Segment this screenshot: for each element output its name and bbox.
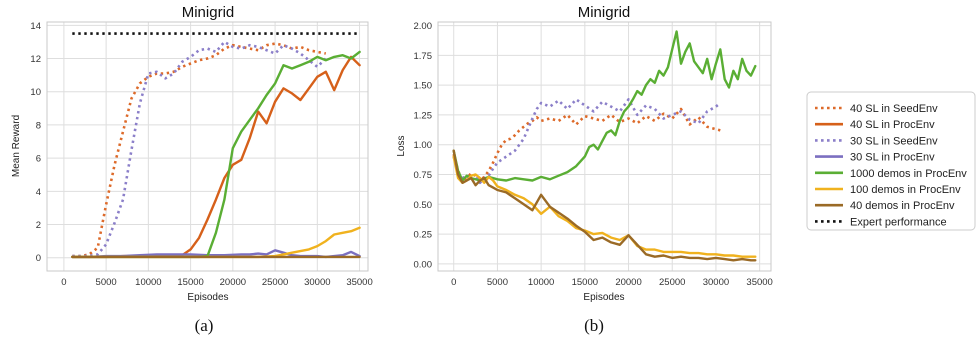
legend-items: 40 SL in SeedEnv 40 SL in ProcEnv 30 SL in… <box>815 103 967 228</box>
panel-b-title: Minigrid <box>578 4 631 21</box>
legend-label: 40 SL in ProcEnv <box>850 119 935 131</box>
panel-b-ytick-label: 1.50 <box>414 81 433 92</box>
panel-a-ylabel: Mean Reward <box>11 115 22 177</box>
panel-b-xtick-label: 10000 <box>528 277 554 288</box>
panel-b-loss: Minigrid 0 5000 10000 15000 20000 25000 30000 3… <box>396 4 773 335</box>
legend-label: Expert performance <box>850 216 947 228</box>
panel-a-ytick-label: 12 <box>30 54 41 65</box>
panel-b-series-40-demos-in-procenv <box>452 149 757 262</box>
panel-b-series-100-demos-in-procenv <box>452 155 757 258</box>
legend-label: 40 SL in SeedEnv <box>850 103 938 115</box>
panel-b-caption: (b) <box>584 316 604 335</box>
legend-label: 30 SL in SeedEnv <box>850 135 938 147</box>
panel-b-ytick-label: 0.00 <box>414 259 433 270</box>
panel-a-xtick-label: 20000 <box>220 277 246 288</box>
legend-label: 30 SL in ProcEnv <box>850 152 935 164</box>
panel-a-series-1000-demos-in-procenv <box>71 50 361 259</box>
panel-a-title: Minigrid <box>182 4 235 21</box>
panel-a-xtick-label: 0 <box>61 277 66 288</box>
panel-a-xtick-label: 5000 <box>96 277 117 288</box>
panel-a-ticks: 0 5000 10000 15000 20000 25000 30000 35000 0 2 4 6 8… <box>30 21 372 288</box>
panel-a-ytick-label: 4 <box>36 187 41 198</box>
panel-b-ylabel: Loss <box>396 135 407 156</box>
panel-b-xlabel: Episodes <box>583 292 624 303</box>
panel-b-ytick-label: 2.00 <box>414 21 433 32</box>
panel-a-xtick-label: 10000 <box>135 277 161 288</box>
panel-b-xtick-label: 15000 <box>572 277 598 288</box>
panel-b-xtick-label: 25000 <box>659 277 685 288</box>
legend-label: 40 demos in ProcEnv <box>850 200 955 212</box>
panel-b-ytick-label: 0.25 <box>414 230 433 241</box>
panel-a-ytick-label: 6 <box>36 154 41 165</box>
legend-label: 1000 demos in ProcEnv <box>850 168 967 180</box>
panel-a-xtick-label: 30000 <box>304 277 330 288</box>
panel-b-ytick-label: 1.75 <box>414 51 433 62</box>
panel-b-series-30-sl-in-seedenv <box>452 98 722 185</box>
panel-b-xtick-label: 0 <box>451 277 456 288</box>
panel-b-frame <box>437 21 772 272</box>
panel-b-series-1000-demos-in-procenv <box>452 30 757 182</box>
panel-b-ytick-label: 0.50 <box>414 200 433 211</box>
legend-label: 100 demos in ProcEnv <box>850 184 961 196</box>
panel-a-xlabel: Episodes <box>187 292 228 303</box>
panel-a-xtick-label: 35000 <box>346 277 372 288</box>
panel-b-ytick-label: 0.75 <box>414 170 433 181</box>
panel-b-xtick-label: 5000 <box>487 277 508 288</box>
panel-a-lines <box>71 32 361 259</box>
panel-b-xtick-label: 20000 <box>615 277 641 288</box>
panel-b-ytick-label: 1.00 <box>414 140 433 151</box>
panel-a-caption: (a) <box>195 316 214 335</box>
panel-b-ticks: 0 5000 10000 15000 20000 25000 30000 35000 0.00 0… <box>414 21 773 288</box>
panel-a-ytick-label: 8 <box>36 120 41 131</box>
panel-a-ytick-label: 2 <box>36 220 41 231</box>
panel-a-ytick-label: 0 <box>36 253 41 264</box>
panel-a-xtick-label: 15000 <box>177 277 203 288</box>
panel-a-series-30-sl-in-seedenv <box>72 40 327 258</box>
panel-a-ytick-label: 14 <box>30 21 41 32</box>
panel-a-xtick-label: 25000 <box>262 277 288 288</box>
panel-a-frame <box>46 21 369 272</box>
legend: 40 SL in SeedEnv 40 SL in ProcEnv 30 SL in… <box>806 91 976 231</box>
panel-b-ytick-label: 1.25 <box>414 110 433 121</box>
panel-b-xtick-label: 30000 <box>703 277 729 288</box>
panel-a-reward: Minigrid 0 5000 10000 15000 20000 25000 30000 3… <box>11 4 373 335</box>
legend-frame <box>806 91 976 231</box>
panel-b-xtick-label: 35000 <box>746 277 772 288</box>
panel-b-lines <box>452 30 757 262</box>
panel-a-ytick-label: 10 <box>30 87 41 98</box>
